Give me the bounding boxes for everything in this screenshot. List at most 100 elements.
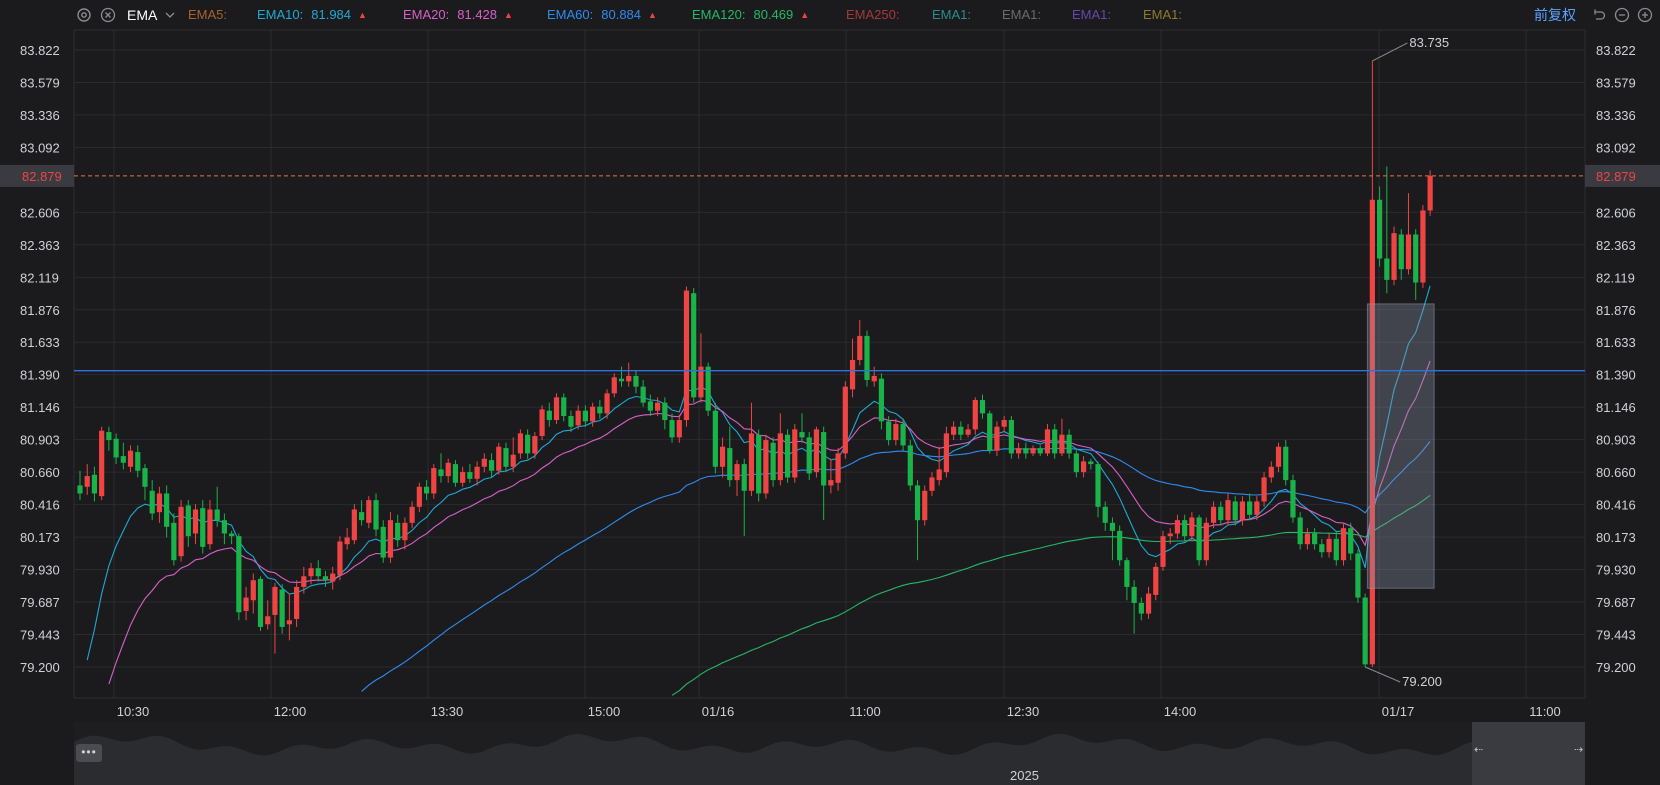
- candle-body: [857, 335, 863, 360]
- candle-body: [330, 573, 336, 582]
- candle-body: [1333, 538, 1339, 561]
- candle-body: [965, 429, 971, 435]
- candle-body: [91, 474, 98, 494]
- time-tick: 11:00: [1529, 704, 1561, 719]
- candle-body: [373, 500, 379, 530]
- close-icon[interactable]: [100, 7, 116, 23]
- candle-body: [1102, 506, 1108, 523]
- candle-body: [452, 464, 459, 483]
- settings-icon[interactable]: [76, 7, 92, 23]
- candle-body: [510, 454, 516, 467]
- high-price-annotation: 83.735: [1409, 35, 1449, 50]
- ema-legend-value: 81.428: [457, 7, 498, 22]
- candle-body: [481, 458, 487, 467]
- candle-body: [1326, 538, 1332, 553]
- ema-legend-item[interactable]: EMA1:: [1002, 0, 1041, 30]
- indicator-name[interactable]: EMA: [127, 7, 158, 23]
- candle-body: [84, 476, 90, 487]
- candle-body: [1088, 461, 1094, 465]
- ema-legend-item[interactable]: EMA250:: [846, 0, 899, 30]
- price-tick-left: 79.930: [20, 563, 60, 578]
- ema-legend-item[interactable]: EMA10: 81.984 ▲: [257, 0, 367, 31]
- candle-body: [496, 446, 502, 471]
- ema-legend-item[interactable]: EMA5:: [188, 0, 227, 30]
- candle-body: [214, 509, 220, 521]
- candle-body: [1124, 560, 1130, 587]
- ema-legend-item[interactable]: EMA60: 80.884 ▲: [547, 0, 657, 31]
- time-tick: 12:00: [274, 704, 307, 719]
- ema-legend-label: EMA5:: [188, 7, 228, 22]
- ema-legend-item[interactable]: EMA1:: [1072, 0, 1111, 30]
- candle-body: [676, 420, 682, 438]
- candle-body: [698, 366, 704, 398]
- price-tick-right: 81.146: [1596, 400, 1636, 415]
- chevron-down-icon[interactable]: [164, 9, 176, 21]
- price-tick-right: 80.416: [1596, 498, 1636, 513]
- candle-body: [806, 437, 812, 474]
- ema-legend-item[interactable]: EMA1:: [1143, 0, 1182, 30]
- candle-body: [525, 434, 531, 454]
- candle-body: [1413, 234, 1419, 283]
- adjust-mode-button[interactable]: 前复权: [1534, 7, 1576, 23]
- zoom-in-icon[interactable]: [1637, 7, 1653, 23]
- navigator-window[interactable]: [1472, 722, 1585, 785]
- candle-body: [958, 426, 964, 435]
- candle-body: [1377, 199, 1383, 259]
- candle-body: [1391, 233, 1397, 280]
- ema-legend-label: EMA20:: [403, 7, 450, 22]
- zoom-out-icon[interactable]: [1614, 7, 1630, 23]
- candle-body: [647, 401, 653, 411]
- candle-body: [1427, 175, 1433, 211]
- candle-body: [474, 466, 480, 479]
- candle-body: [546, 410, 552, 421]
- candle-body: [907, 445, 913, 486]
- ema-legend-label: EMA1:: [1143, 7, 1183, 22]
- candle-body: [207, 509, 213, 545]
- candle-body: [951, 426, 957, 435]
- candle-body: [438, 469, 444, 477]
- candle-body: [914, 485, 921, 521]
- price-tick-right: 80.173: [1596, 530, 1636, 545]
- candle-body: [1362, 597, 1368, 665]
- candle-body: [553, 397, 560, 421]
- candle-body: [1167, 533, 1173, 537]
- navigator-more-button[interactable]: •••: [76, 744, 102, 762]
- current-price-tag: [0, 164, 74, 187]
- candle-body: [741, 464, 747, 491]
- price-tick-left: 82.606: [20, 205, 60, 220]
- low-price-annotation: 79.200: [1402, 674, 1442, 689]
- ema-legend-item[interactable]: EMA1:: [932, 0, 971, 30]
- price-tick-right: 82.363: [1596, 238, 1636, 253]
- candle-body: [705, 366, 711, 411]
- candle-body: [229, 533, 235, 537]
- price-tick-left: 82.363: [20, 238, 60, 253]
- navigator-volume-shape: [74, 733, 1585, 785]
- candle-body: [1001, 420, 1007, 427]
- candle-body: [756, 434, 762, 494]
- time-tick: 01/17: [1382, 704, 1415, 719]
- candle-body: [792, 429, 798, 478]
- candle-body: [409, 506, 415, 523]
- price-tick-right: 81.390: [1596, 368, 1636, 383]
- candle-body: [164, 493, 170, 527]
- navigator-left-handle[interactable]: ⇠: [1474, 744, 1484, 756]
- time-navigator[interactable]: [74, 722, 1585, 785]
- candle-body: [1218, 506, 1224, 521]
- current-price-tag: [1585, 164, 1660, 187]
- candle-body: [467, 472, 473, 479]
- candle-body: [1239, 501, 1246, 521]
- candle-body: [344, 537, 350, 545]
- candle-body: [1268, 466, 1274, 478]
- price-axis: 83.822 83.822 83.579 83.579 83.336 83.336 83.0…: [20, 43, 1636, 675]
- undo-icon[interactable]: [1591, 7, 1607, 23]
- candle-body: [77, 485, 83, 494]
- selection-box[interactable]: [1366, 303, 1435, 589]
- candle-body: [748, 433, 755, 491]
- ema-legend-item[interactable]: EMA120: 80.469 ▲: [692, 0, 809, 31]
- price-tick-right: 79.687: [1596, 595, 1636, 610]
- candle-body: [1095, 464, 1101, 507]
- navigator-right-handle[interactable]: ⇢: [1574, 744, 1584, 756]
- candle-body: [568, 416, 574, 427]
- ema-legend-item[interactable]: EMA20: 81.428 ▲: [403, 0, 513, 31]
